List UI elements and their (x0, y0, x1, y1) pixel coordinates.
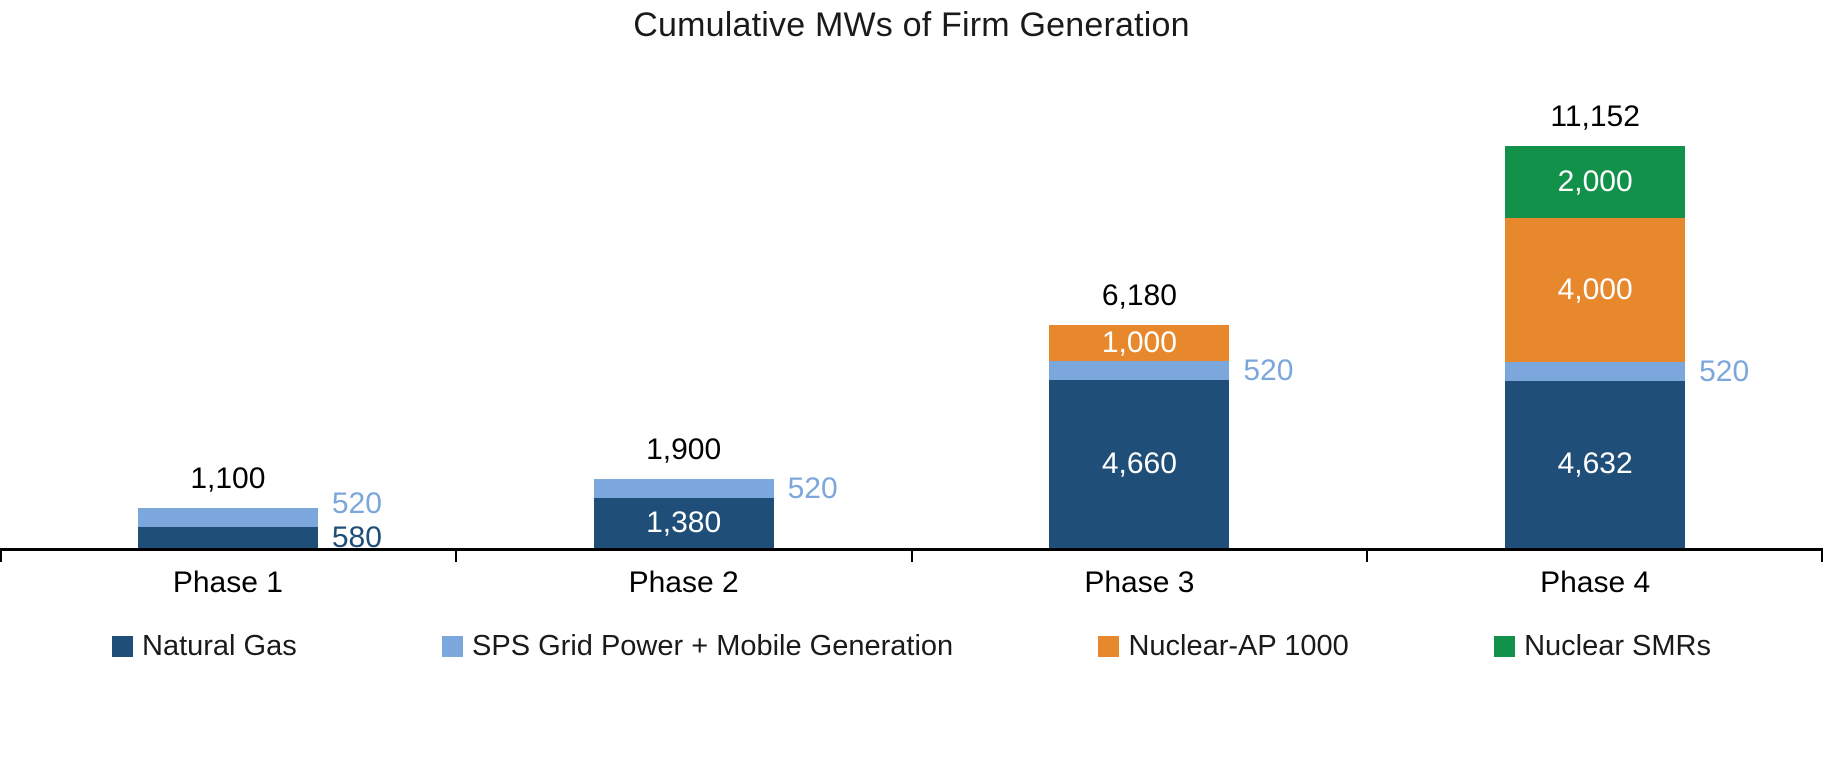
x-axis-tick (1821, 551, 1823, 562)
segment-label: 1,380 (646, 506, 722, 540)
bar-segment (137, 527, 318, 548)
segment-label: 4,632 (1557, 447, 1633, 481)
bar-segment (1505, 145, 1686, 218)
x-axis-tick (455, 551, 457, 562)
legend-label: SPS Grid Power + Mobile Generation (472, 630, 954, 662)
bar-segment (1049, 325, 1230, 362)
bar-segment (1049, 379, 1230, 548)
legend-label: Natural Gas (142, 630, 297, 662)
category-label: Phase 4 (1540, 566, 1651, 599)
segment-callout-label: 520 (787, 471, 838, 505)
legend-item: Natural Gas (112, 630, 297, 663)
segment-callout-label: 520 (1243, 353, 1294, 387)
legend-label: Nuclear SMRs (1524, 630, 1711, 662)
segment-callout-label: 580 (331, 520, 382, 554)
legend-swatch (442, 636, 464, 657)
segment-label: 4,000 (1557, 272, 1633, 306)
bar-segment (1049, 361, 1230, 380)
bar-segment (1505, 380, 1686, 548)
bar-segment (137, 508, 318, 528)
legend-item: Nuclear-AP 1000 (1098, 630, 1349, 663)
legend: Natural Gas SPS Grid Power + Mobile Gener… (0, 630, 1823, 663)
legend-item: SPS Grid Power + Mobile Generation (442, 630, 953, 663)
segment-callout-label: 520 (1699, 354, 1750, 388)
chart-title: Cumulative MWs of Firm Generation (633, 6, 1190, 44)
segment-label: 2,000 (1557, 164, 1633, 198)
category-label: Phase 1 (172, 566, 283, 599)
segment-callout-label: 520 (331, 486, 382, 520)
x-axis-line (0, 548, 1823, 551)
category-label: Phase 3 (1084, 566, 1195, 599)
bar-segment (593, 498, 774, 548)
bar-segment (1505, 362, 1686, 381)
x-axis-labels: Phase 1 Phase 2 Phase 3 Phase 4 (0, 566, 1823, 600)
plot-area: 520 580 1,100 1,380 520 1,900 4,660 1,000 520 6,1… (0, 99, 1823, 562)
x-axis-tick (0, 551, 2, 562)
legend-swatch (1098, 636, 1120, 657)
segment-label: 4,660 (1101, 446, 1177, 480)
bar-segment (593, 479, 774, 499)
x-axis-tick (911, 551, 913, 562)
bar-segment (1505, 217, 1686, 363)
bar-total-label: 11,152 (1550, 99, 1640, 133)
category-label: Phase 2 (628, 566, 739, 599)
x-axis-tick (1366, 551, 1368, 562)
legend-label: Nuclear-AP 1000 (1128, 630, 1349, 662)
legend-item: Nuclear SMRs (1494, 630, 1711, 663)
bar-total-label: 6,180 (1101, 279, 1177, 313)
legend-swatch (1494, 636, 1516, 657)
segment-label: 1,000 (1101, 326, 1177, 360)
bar-total-label: 1,900 (646, 433, 722, 467)
legend-swatch (112, 636, 133, 657)
bar-total-label: 1,100 (190, 462, 266, 496)
